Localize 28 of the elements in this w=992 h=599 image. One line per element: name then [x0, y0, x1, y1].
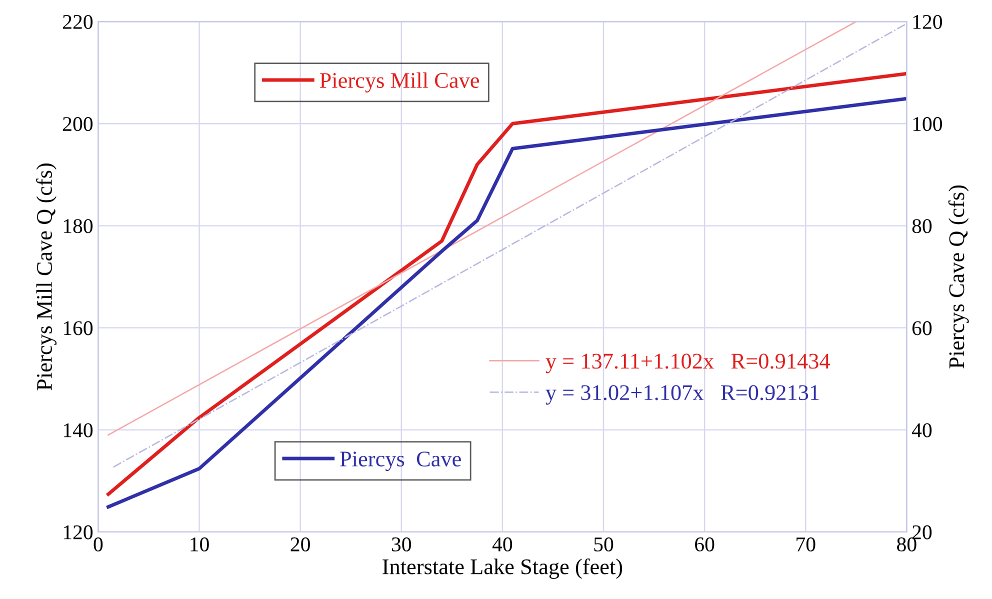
y2-tick-label: 120	[913, 14, 942, 29]
legend-label: y = 31.02+1.107x R=0.92131	[546, 385, 819, 405]
y-tick-label: 180	[64, 219, 93, 234]
y-tick-label: 140	[64, 423, 93, 438]
x-tick-label: 60	[695, 537, 714, 552]
y2-tick-label: 100	[913, 117, 942, 132]
x-tick-label: 20	[290, 537, 310, 552]
x-tick-label: 40	[492, 537, 512, 552]
x-tick-label: 70	[796, 537, 816, 552]
legend-label: Piercys Cave	[340, 452, 461, 472]
y-tick-label: 220	[63, 14, 93, 29]
y-axis-title: Piercys Mill Cave Q (cfs)	[36, 164, 57, 390]
y-tick-label: 160	[64, 321, 93, 336]
x-axis-title: Interstate Lake Stage (feet)	[382, 558, 622, 579]
x-tick-label: 30	[392, 537, 412, 552]
y-tick-label: 200	[63, 117, 93, 132]
y2-tick-label: 80	[912, 219, 932, 234]
y2-axis-title: Piercys Cave Q (cfs)	[948, 185, 969, 368]
legend-label: y = 137.11+1.102x R=0.91434	[546, 354, 830, 374]
y2-tick-label: 20	[912, 525, 932, 540]
legend-label: Piercys Mill Cave	[320, 72, 479, 93]
x-tick-label: 50	[594, 537, 614, 552]
y2-tick-label: 40	[912, 423, 932, 438]
y-tick-label: 120	[64, 525, 93, 540]
y2-tick-label: 60	[912, 321, 932, 336]
x-tick-label: 0	[94, 537, 103, 552]
x-tick-label: 10	[190, 537, 209, 552]
x-tick-label: 80	[897, 537, 916, 552]
